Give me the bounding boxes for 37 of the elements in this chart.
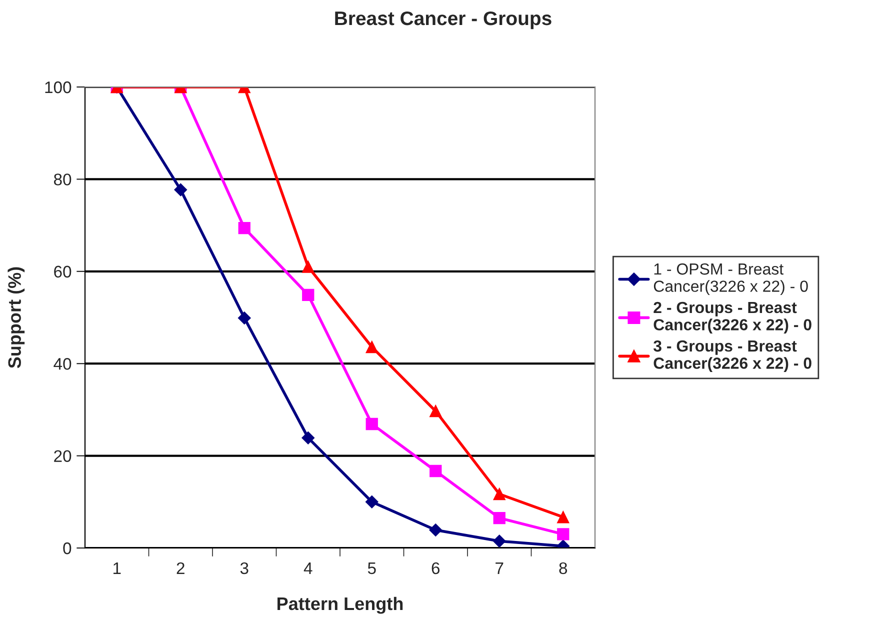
y-tick-label: 60 xyxy=(54,266,72,278)
point xyxy=(366,418,378,430)
point xyxy=(430,464,442,478)
point xyxy=(430,405,442,418)
point xyxy=(238,312,251,324)
point xyxy=(302,260,314,273)
point xyxy=(493,488,506,500)
legend-label: 1 - OPSM - Breast Cancer(3226 x 22) - 0 xyxy=(654,263,808,296)
legend-label: 2 - Groups - Breast Cancer(3226 x 22) - 0 xyxy=(654,302,812,334)
x-axis-title: Pattern Length xyxy=(278,596,403,614)
point xyxy=(429,524,442,536)
point xyxy=(302,431,315,444)
x-tick-label: 6 xyxy=(432,562,440,574)
x-tick-label: 1 xyxy=(114,562,121,574)
y-tick-label: 80 xyxy=(54,174,72,186)
y-tick-label: 40 xyxy=(54,358,72,370)
x-tick-label: 2 xyxy=(176,562,184,574)
x-tick-label: 8 xyxy=(559,562,568,574)
y-tick-label: 0 xyxy=(63,542,72,554)
point xyxy=(493,512,506,524)
y-tick-label: 20 xyxy=(54,450,72,462)
x-tick-label: 4 xyxy=(304,562,312,574)
point xyxy=(238,222,250,234)
legend-label: 3 - Groups - Breast Cancer(3226 x 22) - 0 xyxy=(653,340,812,372)
x-tick-label: 3 xyxy=(240,562,248,574)
point xyxy=(366,340,378,354)
point xyxy=(174,183,188,196)
chart-title: Breast Cancer - Groups xyxy=(335,11,552,30)
point xyxy=(365,495,378,508)
point xyxy=(302,288,314,301)
x-tick-label: 5 xyxy=(368,562,376,574)
point xyxy=(492,534,506,548)
y-axis-title: Support (%) xyxy=(8,267,25,368)
point xyxy=(557,511,570,524)
x-tick-label: 7 xyxy=(496,562,504,574)
point xyxy=(557,528,570,540)
y-tick-label: 100 xyxy=(45,81,72,94)
